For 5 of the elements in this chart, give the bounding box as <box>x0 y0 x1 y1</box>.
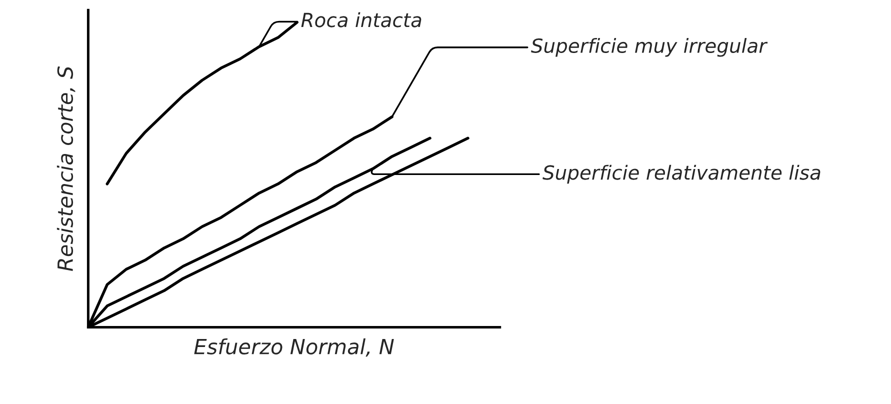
annotation: Roca intacta <box>301 12 422 28</box>
text: Superficie muy irregular <box>531 38 768 57</box>
y-axis-title: Resistencia corte, S <box>56 66 76 272</box>
text: Superficie relativamente lisa <box>542 164 820 184</box>
x-axis-title: Esfuerzo Normal, N <box>194 338 394 357</box>
